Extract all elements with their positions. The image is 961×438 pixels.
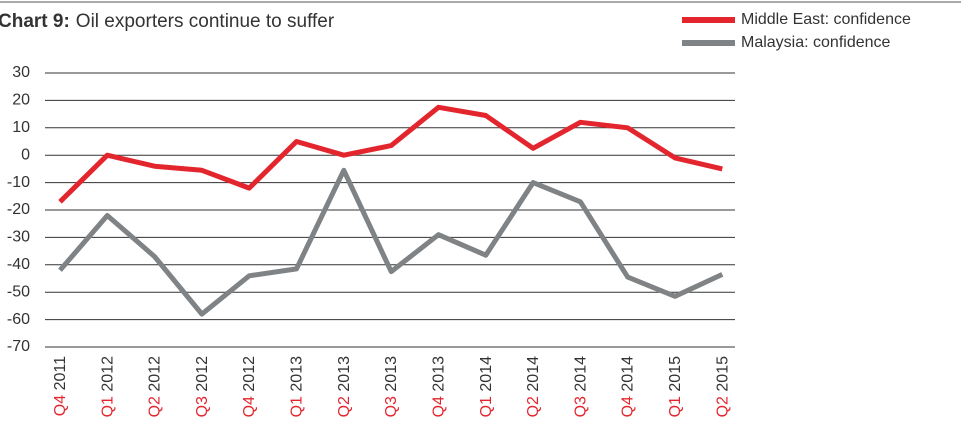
- x-tick-label: Q4 2011: [52, 356, 69, 416]
- y-tick-label: -10: [7, 174, 30, 191]
- x-tick-label: Q2 2014: [525, 356, 542, 417]
- y-tick-label: 10: [12, 119, 30, 136]
- title-text: Oil exporters continue to suffer: [76, 11, 335, 32]
- y-tick-label: -50: [7, 283, 30, 300]
- x-tick-label: Q2 2015: [715, 356, 732, 417]
- x-tick-label: Q1 2015: [667, 356, 684, 417]
- chart-title: Chart 9: Oil exporters continue to suffer: [0, 11, 335, 32]
- series-line: [58, 104, 723, 204]
- x-tick-label: Q1 2013: [289, 356, 306, 417]
- y-tick-label: -70: [7, 338, 30, 355]
- y-tick-label: 20: [12, 92, 30, 109]
- y-tick-label: 0: [21, 146, 30, 163]
- x-tick-label: Q4 2013: [431, 356, 448, 417]
- legend-label: Middle East: confidence: [741, 11, 911, 28]
- x-tick-label: Q1 2014: [478, 356, 495, 417]
- x-tick-label: Q4 2012: [241, 356, 258, 417]
- legend-label: Malaysia: confidence: [741, 34, 891, 51]
- y-tick-label: -20: [7, 201, 30, 218]
- x-tick-label: Q4 2014: [620, 356, 637, 417]
- y-tick-label: 30: [12, 64, 30, 81]
- x-tick-label: Q1 2012: [99, 356, 116, 417]
- title-label: Chart 9:: [0, 11, 70, 32]
- x-tick-label: Q3 2014: [573, 356, 590, 417]
- x-tick-label: Q3 2013: [383, 356, 400, 417]
- x-tick-label: Q2 2013: [336, 356, 353, 417]
- y-tick-label: -40: [7, 256, 30, 273]
- y-tick-label: -30: [7, 229, 30, 246]
- x-tick-label: Q3 2012: [194, 356, 211, 417]
- series-line: [58, 167, 724, 317]
- y-tick-label: -60: [7, 311, 30, 328]
- x-tick-label: Q2 2012: [147, 356, 164, 417]
